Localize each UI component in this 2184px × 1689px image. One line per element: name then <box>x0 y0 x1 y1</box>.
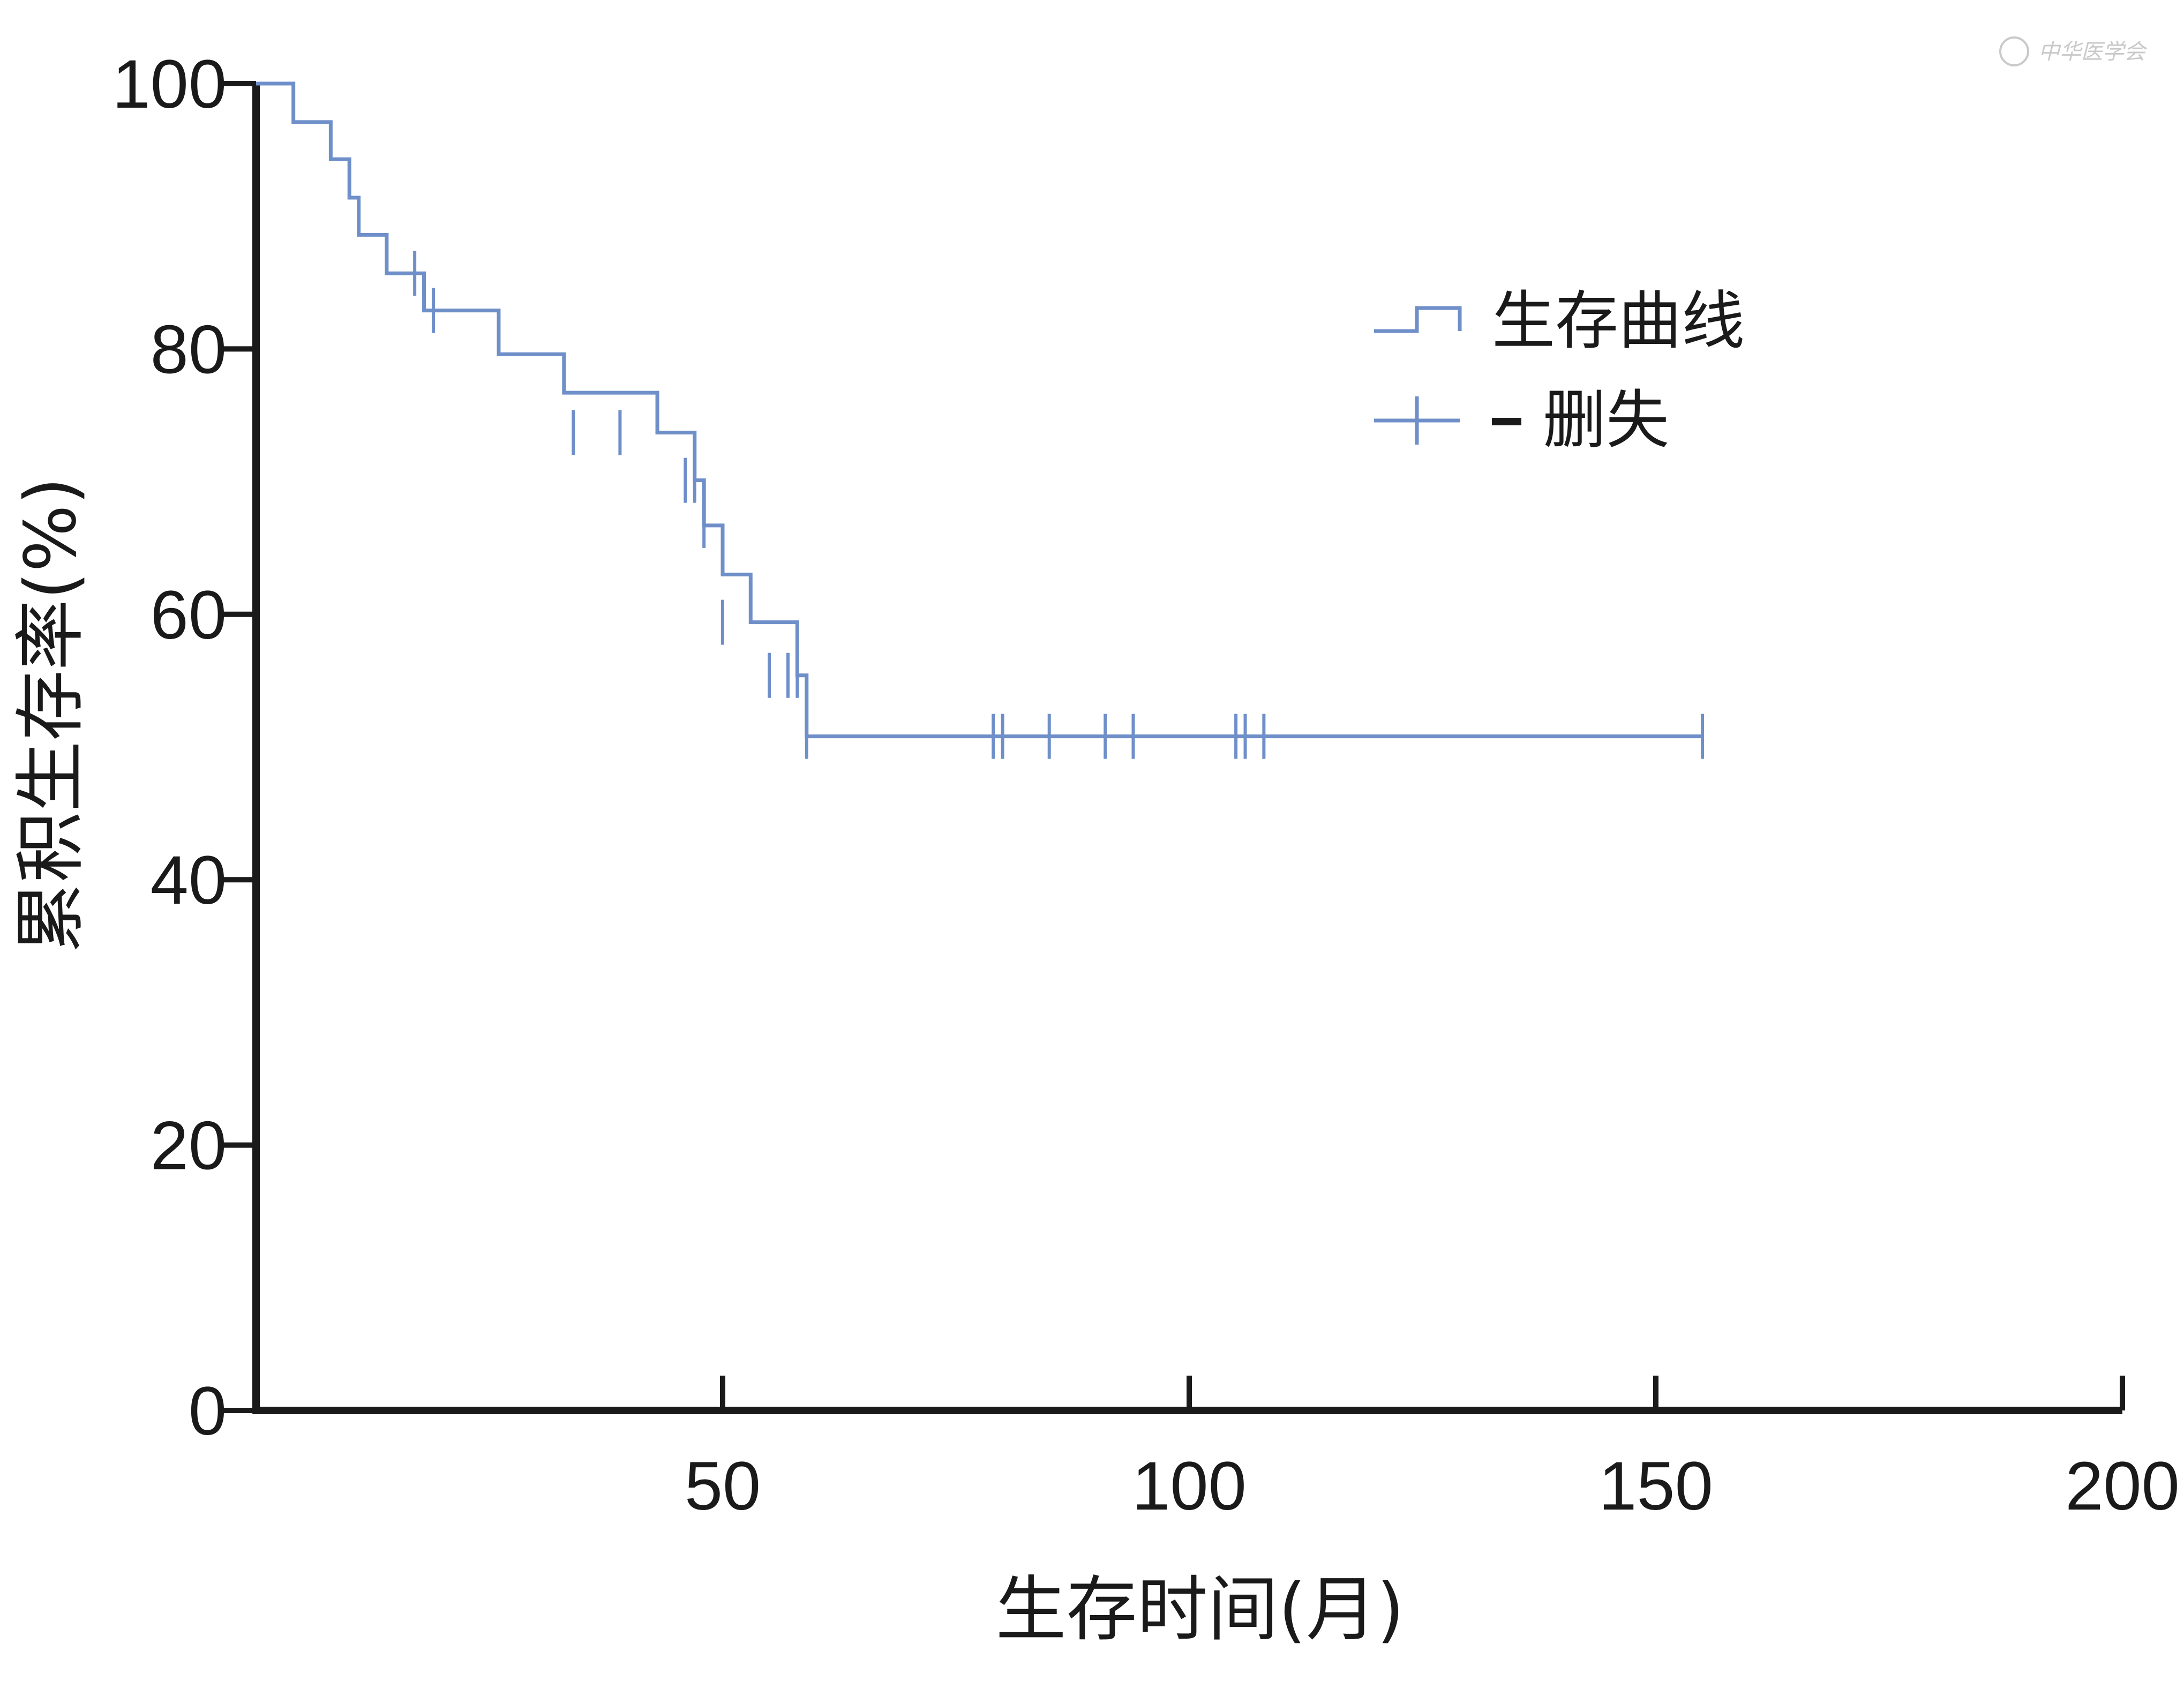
plot-area <box>256 81 1705 759</box>
axes <box>252 84 2122 1414</box>
watermark-text: 中华医学会 <box>2038 40 2148 64</box>
x-axis-title: 生存时间(月) <box>996 1568 1405 1651</box>
y-tick-label: 20 <box>151 1108 227 1184</box>
legend-label-survival: 生存曲线 <box>1492 284 1745 358</box>
legend-label-censored: 删失 <box>1543 383 1669 457</box>
survival-curve <box>256 81 1703 739</box>
legend: 生存曲线 删失 <box>1374 284 1745 457</box>
x-tick-label: 100 <box>1132 1448 1247 1525</box>
legend-step-sample <box>1374 306 1462 333</box>
watermark-logo <box>1999 36 2029 66</box>
y-tick-label: 80 <box>151 311 227 388</box>
x-tick-label: 150 <box>1598 1448 1713 1525</box>
y-axis-title: 累积生存率(%) <box>10 477 92 953</box>
x-tick-label: 50 <box>685 1448 761 1525</box>
y-axis-ticks: 0 20 40 60 80 100 <box>112 46 256 1450</box>
y-tick-label: 0 <box>189 1373 227 1450</box>
watermark: 中华医学会 <box>1999 36 2148 66</box>
y-tick-label: 100 <box>112 46 227 123</box>
y-tick-label: 60 <box>151 577 227 654</box>
y-tick-label: 40 <box>151 842 227 919</box>
x-tick-label: 200 <box>2065 1448 2180 1525</box>
x-axis-ticks: 50 100 150 200 <box>685 1376 2180 1525</box>
legend-censor-sample <box>1374 396 1460 445</box>
